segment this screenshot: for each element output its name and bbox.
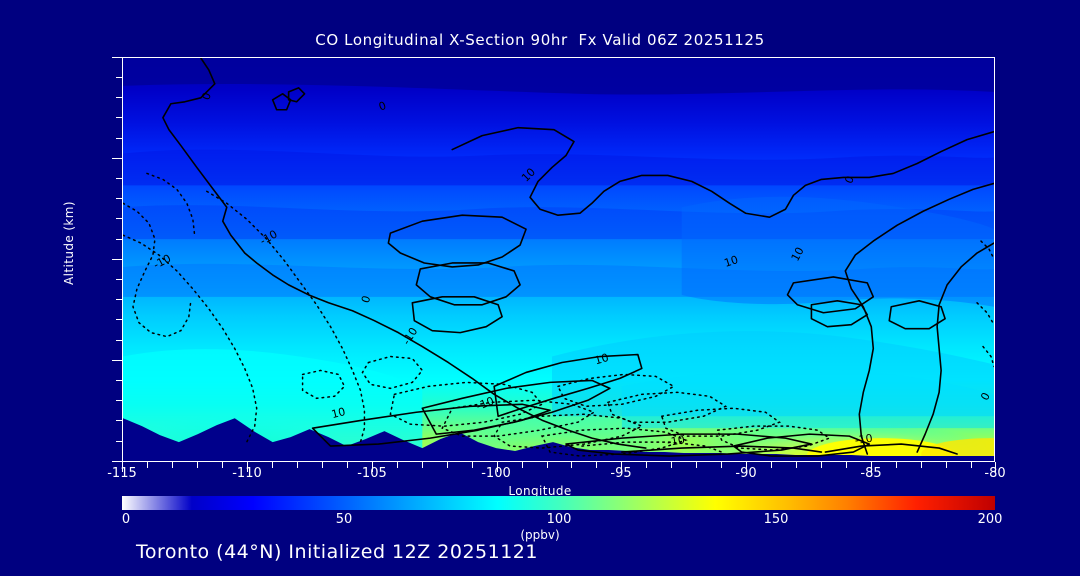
svg-text:-10: -10: [474, 394, 496, 413]
y-minor-tick: [116, 400, 122, 401]
x-tick--110: -110: [232, 466, 262, 481]
y-minor-tick: [116, 178, 122, 179]
y-minor-tick: [116, 138, 122, 139]
colorbar-tick-50: 50: [335, 512, 353, 527]
x-tick--100: -100: [481, 466, 511, 481]
x-minor-tick: [422, 462, 423, 468]
y-minor-tick: [116, 441, 122, 442]
x-major-tick: [621, 462, 622, 472]
x-minor-tick: [596, 462, 597, 468]
y-minor-tick: [116, 279, 122, 280]
x-minor-tick: [147, 462, 148, 468]
svg-text:0: 0: [842, 174, 857, 186]
x-minor-tick: [971, 462, 972, 468]
x-tick--95: -95: [610, 466, 632, 481]
x-minor-tick: [472, 462, 473, 468]
colorbar-tick-200: 200: [977, 512, 1003, 527]
y-minor-tick: [116, 420, 122, 421]
svg-text:10: 10: [519, 165, 538, 184]
x-minor-tick: [447, 462, 448, 468]
x-major-tick: [497, 462, 498, 472]
svg-text:-10: -10: [854, 432, 874, 447]
svg-text:10: 10: [593, 351, 610, 367]
x-tick--115: -115: [107, 466, 137, 481]
x-tick--105: -105: [357, 466, 387, 481]
y-major-tick: [112, 158, 122, 159]
x-minor-tick: [771, 462, 772, 468]
x-major-tick: [372, 462, 373, 472]
x-minor-tick: [172, 462, 173, 468]
x-minor-tick: [322, 462, 323, 468]
x-major-tick: [247, 462, 248, 472]
x-minor-tick: [646, 462, 647, 468]
x-minor-tick: [796, 462, 797, 468]
x-major-tick: [995, 462, 996, 472]
y-major-tick: [112, 360, 122, 361]
svg-text:-10: -10: [151, 252, 173, 272]
x-minor-tick: [671, 462, 672, 468]
x-minor-tick: [222, 462, 223, 468]
x-tick--90: -90: [735, 466, 757, 481]
svg-text:-10: -10: [258, 227, 280, 247]
y-minor-tick: [116, 218, 122, 219]
x-axis-label: Longitude: [508, 484, 572, 498]
x-minor-tick: [547, 462, 548, 468]
x-major-tick: [746, 462, 747, 472]
svg-text:-10: -10: [666, 433, 686, 449]
x-minor-tick: [297, 462, 298, 468]
y-major-tick: [112, 57, 122, 58]
svg-text:0: 0: [199, 91, 214, 102]
y-major-tick: [112, 259, 122, 260]
y-minor-tick: [116, 319, 122, 320]
x-minor-tick: [946, 462, 947, 468]
x-minor-tick: [272, 462, 273, 468]
y-minor-tick: [116, 97, 122, 98]
svg-text:10: 10: [330, 405, 347, 421]
x-tick--80: -80: [984, 466, 1006, 481]
x-minor-tick: [197, 462, 198, 468]
svg-text:10: 10: [789, 245, 807, 263]
x-minor-tick: [522, 462, 523, 468]
y-minor-tick: [116, 239, 122, 240]
y-axis-label: Altitude (km): [62, 201, 76, 285]
colorbar-tick-150: 150: [763, 512, 789, 527]
y-major-tick: [112, 461, 122, 462]
anomaly-contour-overlay: 0 0 -10 10 0 10 10 0 0 -10 -10 10 -10 -1…: [123, 58, 994, 457]
y-minor-tick: [116, 299, 122, 300]
x-major-tick: [122, 462, 123, 472]
y-minor-tick: [116, 117, 122, 118]
y-minor-tick: [116, 340, 122, 341]
x-tick--85: -85: [860, 466, 882, 481]
svg-text:10: 10: [723, 253, 740, 270]
x-minor-tick: [846, 462, 847, 468]
svg-text:0: 0: [377, 99, 388, 114]
x-minor-tick: [896, 462, 897, 468]
figure-footer: Toronto (44°N) Initialized 12Z 20251121: [136, 541, 538, 563]
y-minor-tick: [116, 198, 122, 199]
x-major-tick: [871, 462, 872, 472]
colorbar-tick-0: 0: [121, 512, 131, 527]
y-minor-tick: [116, 380, 122, 381]
plot-area: 0 0 -10 10 0 10 10 0 0 -10 -10 10 -10 -1…: [122, 57, 995, 462]
x-minor-tick: [347, 462, 348, 468]
colorbar-gradient: [122, 496, 995, 510]
svg-text:0: 0: [978, 390, 993, 402]
terrain-mask: [123, 418, 994, 461]
x-minor-tick: [397, 462, 398, 468]
x-minor-tick: [571, 462, 572, 468]
x-minor-tick: [721, 462, 722, 468]
colorbar: [122, 496, 995, 510]
colorbar-tick-100: 100: [546, 512, 572, 527]
figure-title: CO Longitudinal X-Section 90hr Fx Valid …: [315, 31, 765, 49]
colorbar-units-label: (ppbv): [520, 528, 560, 542]
x-minor-tick: [696, 462, 697, 468]
y-minor-tick: [116, 77, 122, 78]
svg-text:0: 0: [359, 294, 374, 305]
x-minor-tick: [821, 462, 822, 468]
x-minor-tick: [921, 462, 922, 468]
